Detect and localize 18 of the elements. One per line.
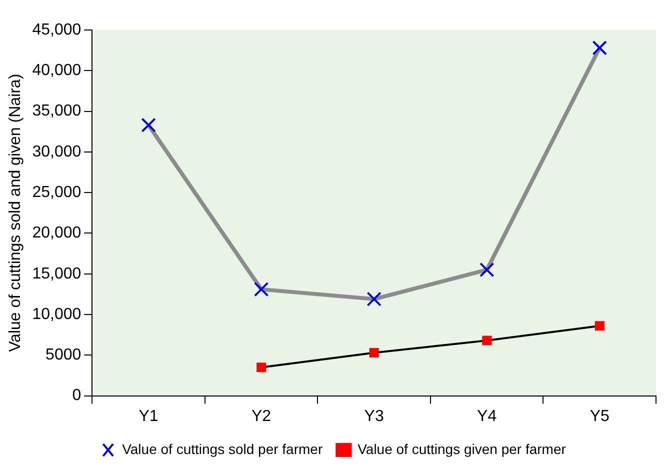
- y-axis-title: Value of cuttings sold and given (Naira): [7, 74, 24, 352]
- legend-label: Value of cuttings given per farmer: [358, 440, 566, 457]
- y-tick-label: 10,000: [32, 306, 82, 323]
- y-tick-label: 5000: [46, 346, 82, 364]
- x-tick-label: Y3: [364, 408, 384, 425]
- y-tick-label: 15,000: [32, 265, 82, 282]
- y-tick-label: 30,000: [32, 143, 82, 160]
- x-tick-label: Y1: [138, 408, 158, 425]
- x-tick-label: Y2: [252, 408, 272, 425]
- y-tick-label: 0: [72, 387, 82, 404]
- y-tick-label: 35,000: [32, 102, 82, 120]
- y-tick-label: 20,000: [32, 224, 82, 242]
- x-tick-label: Y5: [590, 408, 610, 425]
- legend-label: Value of cuttings sold per farmer: [122, 440, 323, 457]
- y-tick-label: 25,000: [32, 184, 82, 201]
- x-tick-label: Y4: [477, 408, 497, 425]
- y-tick-label: 45,000: [32, 21, 82, 38]
- y-tick-label: 40,000: [32, 62, 82, 80]
